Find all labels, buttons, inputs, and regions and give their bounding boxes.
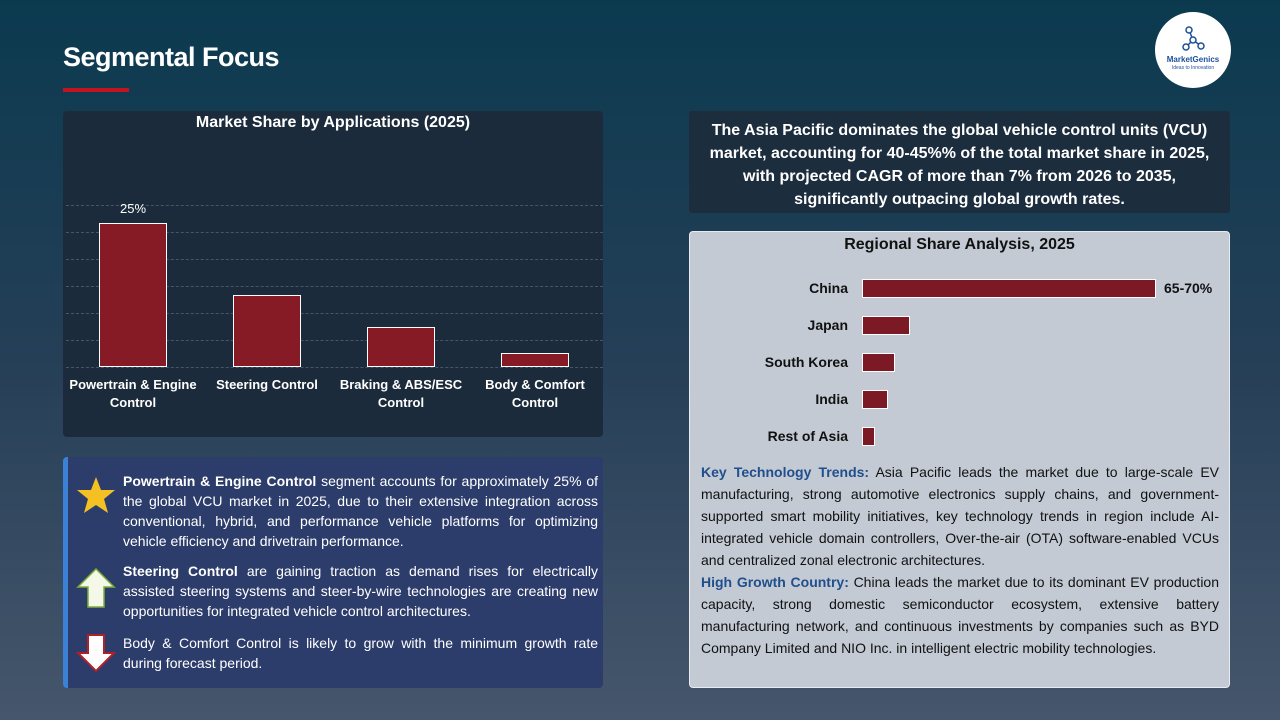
- bar: [367, 326, 435, 367]
- bar: [233, 294, 301, 367]
- x-tick-label: Body & Comfort Control: [485, 377, 585, 410]
- title-underline: [63, 88, 129, 92]
- grid-line: [66, 205, 603, 206]
- summary-box: The Asia Pacific dominates the global ve…: [689, 111, 1230, 213]
- summary-text: The Asia Pacific dominates the global ve…: [709, 122, 1210, 208]
- bullet-text: Steering Control are gaining traction as…: [123, 561, 598, 621]
- chart-title: Market Share by Applications (2025): [195, 114, 471, 131]
- logo-tagline: Ideas to Innovation: [1171, 65, 1215, 71]
- regional-panel: Regional Share Analysis, 2025 China 65-70…: [689, 231, 1230, 688]
- insight: Key Technology Trends: Asia Pacific lead…: [701, 461, 1219, 571]
- grid-line: [66, 286, 603, 287]
- bar: [862, 389, 889, 409]
- y-tick-label: China: [809, 280, 848, 296]
- x-tick-label: Powertrain & Engine Control: [69, 377, 197, 410]
- x-tick-label: Braking & ABS/ESC Control: [339, 377, 463, 410]
- star-icon: [77, 477, 115, 513]
- y-tick-label: South Korea: [764, 354, 848, 370]
- data-label: 25%: [119, 200, 147, 216]
- bullet-lead: Powertrain & Engine Control: [123, 473, 317, 489]
- bar: [862, 315, 910, 335]
- bullet-body: Body & Comfort Control is likely to grow…: [123, 635, 598, 671]
- grid-line: [66, 313, 603, 314]
- bar: [862, 352, 895, 372]
- grid-line: [66, 232, 603, 233]
- bullet-body: are gaining traction as demand rises for…: [123, 563, 598, 619]
- bar: [862, 278, 1156, 298]
- insight-text: Asia Pacific leads the market due to lar…: [701, 464, 1220, 568]
- slide-title: Segmental Focus: [63, 42, 280, 72]
- bullets-panel: Powertrain & Engine Control segment acco…: [63, 457, 603, 688]
- grid-line: [66, 259, 603, 260]
- grid-line: [66, 340, 603, 341]
- grid-line: [66, 367, 603, 368]
- y-tick-label: Japan: [807, 317, 848, 333]
- down-arrow-icon: [76, 634, 116, 673]
- chart-title: Regional Share Analysis, 2025: [844, 236, 1075, 253]
- y-tick-label: India: [815, 391, 848, 407]
- logo-name: MarketGenics: [1166, 55, 1220, 64]
- x-tick-label: Steering Control: [216, 377, 318, 392]
- bullet-text: Body & Comfort Control is likely to grow…: [123, 633, 598, 673]
- data-label: 65-70%: [1164, 280, 1213, 296]
- y-tick-label: Rest of Asia: [767, 428, 848, 444]
- bar: [501, 352, 569, 367]
- insight-heading: High Growth Country:: [701, 574, 849, 590]
- bullet-body: segment accounts for approximately 25% o…: [123, 473, 598, 549]
- insight-heading: Key Technology Trends:: [701, 464, 870, 480]
- insight: High Growth Country: China leads the mar…: [701, 571, 1219, 659]
- logo-icon: [1182, 26, 1205, 51]
- bar: [862, 426, 876, 446]
- bullet-lead: Steering Control: [123, 563, 238, 579]
- insight-text: China leads the market due to its domina…: [701, 574, 1220, 656]
- bullet-text: Powertrain & Engine Control segment acco…: [123, 471, 598, 551]
- bar: [99, 222, 167, 367]
- logo: MarketGenics Ideas to Innovation: [1155, 12, 1231, 88]
- up-arrow-icon: [76, 567, 116, 608]
- applications-panel: Market Share by Applications (2025) 25% P…: [63, 111, 603, 437]
